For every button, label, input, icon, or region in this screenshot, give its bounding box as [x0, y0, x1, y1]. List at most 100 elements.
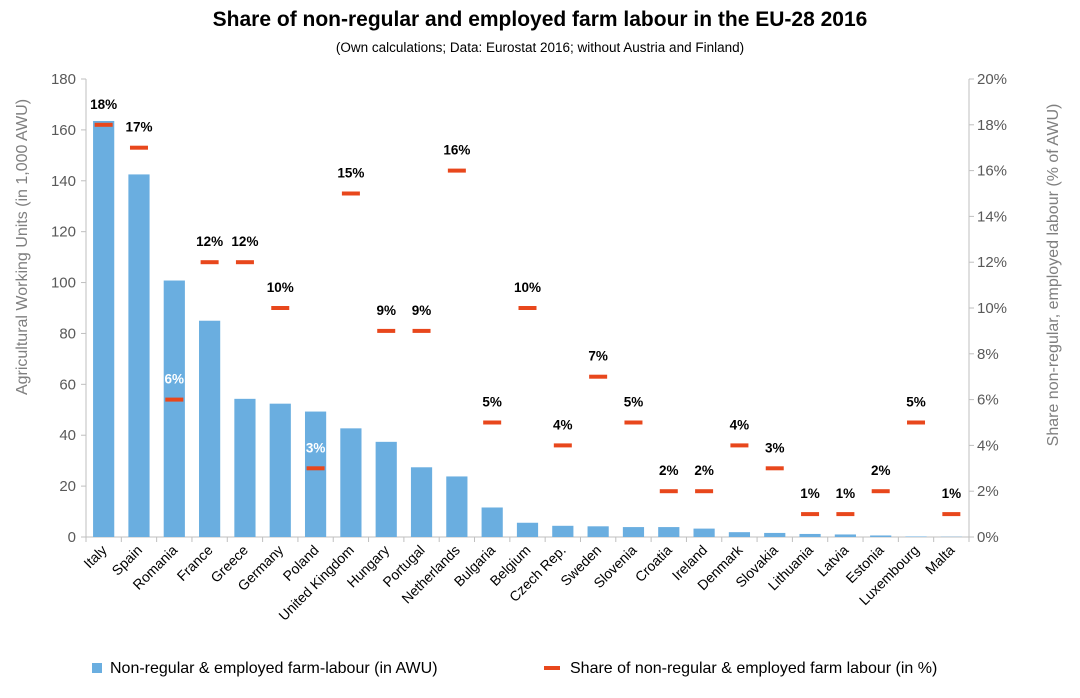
- share-marker: [836, 512, 855, 517]
- y-tick-label: 20: [59, 478, 76, 495]
- y-tick-label: 60: [59, 376, 76, 393]
- data-label: 4%: [553, 417, 573, 432]
- bar: [834, 534, 856, 537]
- share-marker: [518, 306, 537, 310]
- share-marker: [377, 328, 396, 333]
- share-marker: [801, 512, 820, 517]
- share-marker: [94, 122, 113, 127]
- axes: 0 20 40 60 80 100 120 140 160 180 0% 2% 4% 6% 8% 10% 12%…: [51, 71, 1007, 546]
- data-label: 5%: [906, 395, 926, 410]
- y-tick-label: 80: [59, 325, 76, 342]
- data-label: 18%: [90, 97, 117, 112]
- y2-tick-label: 0%: [977, 529, 999, 546]
- bar-series: [93, 120, 962, 537]
- data-labels: 18% 17% 6% 12% 12% 10% 3% 15% 9% 9% 16% 5% 10% 4% 7% 5%…: [90, 97, 961, 501]
- y2-tick-label: 2%: [977, 483, 999, 500]
- y-tick-label: 140: [51, 173, 76, 190]
- data-label: 12%: [231, 234, 258, 249]
- share-marker: [483, 420, 502, 425]
- data-label: 1%: [836, 486, 856, 501]
- category-label: Malta: [922, 542, 958, 578]
- data-label: 5%: [624, 395, 644, 410]
- bar: [870, 535, 892, 537]
- y-tick-label: 0: [68, 529, 76, 546]
- share-marker: [907, 420, 926, 425]
- category-label: Croatia: [632, 542, 675, 585]
- data-label: 16%: [443, 143, 470, 158]
- y2-tick-label: 14%: [977, 208, 1007, 225]
- data-label: 1%: [800, 486, 820, 501]
- bar: [905, 536, 927, 537]
- data-label: 15%: [337, 166, 364, 181]
- bar: [622, 527, 645, 537]
- category-label: Italy: [80, 542, 109, 571]
- bar: [764, 532, 786, 537]
- share-marker: [129, 145, 148, 150]
- bar: [304, 411, 327, 537]
- data-label: 17%: [125, 120, 152, 135]
- bar: [199, 320, 221, 537]
- marker-series: [94, 122, 961, 517]
- y2-tick-label: 6%: [977, 392, 999, 409]
- legend-item-markers: Share of non-regular & employed farm lab…: [544, 660, 937, 678]
- y2-tick-label: 4%: [977, 437, 999, 454]
- y-tick-label: 120: [51, 224, 76, 241]
- bar: [340, 428, 362, 537]
- bar: [658, 527, 680, 537]
- y-axis-title: Agricultural Working Units (in 1,000 AWU…: [14, 99, 31, 395]
- share-marker: [306, 466, 325, 471]
- y-tick-label: 160: [51, 122, 76, 139]
- share-marker: [659, 489, 678, 494]
- share-marker: [412, 328, 431, 333]
- bar: [375, 441, 397, 537]
- bar: [446, 476, 468, 537]
- bar: [163, 280, 185, 537]
- y2-tick-label: 12%: [977, 254, 1007, 271]
- y-tick-label: 40: [59, 427, 76, 444]
- bar: [93, 120, 115, 537]
- data-label: 1%: [942, 486, 962, 501]
- bar: [728, 532, 751, 537]
- share-marker: [447, 168, 466, 173]
- share-marker: [765, 466, 784, 471]
- y2-tick-label: 8%: [977, 346, 999, 363]
- bar: [516, 522, 539, 537]
- data-label: 7%: [588, 349, 608, 364]
- y-tick-label: 180: [51, 71, 76, 88]
- bar: [799, 533, 821, 537]
- data-label: 9%: [376, 303, 396, 318]
- data-label: 2%: [659, 463, 679, 478]
- data-label: 6%: [165, 372, 185, 387]
- share-marker: [942, 512, 961, 517]
- share-marker: [341, 191, 360, 196]
- y2-tick-label: 16%: [977, 163, 1007, 180]
- data-label: 4%: [730, 417, 750, 432]
- y2-tick-label: 18%: [977, 117, 1007, 134]
- data-label: 2%: [871, 463, 891, 478]
- bar: [481, 507, 503, 537]
- bar: [587, 526, 609, 537]
- share-marker: [730, 443, 749, 448]
- data-label: 10%: [514, 280, 541, 295]
- share-marker: [235, 260, 254, 265]
- share-marker: [624, 420, 643, 425]
- share-marker: [871, 489, 890, 494]
- bar: [552, 525, 574, 537]
- y-tick-label: 100: [51, 275, 76, 292]
- bar: [410, 467, 433, 537]
- data-label: 3%: [765, 440, 785, 455]
- bar: [269, 403, 291, 537]
- legend-marker-swatch: [544, 665, 560, 670]
- legend-marker-label: Share of non-regular & employed farm lab…: [570, 660, 938, 677]
- data-label: 9%: [412, 303, 432, 318]
- data-label: 5%: [482, 395, 502, 410]
- category-labels: ItalySpainRomaniaFranceGreeceGermanyPola…: [80, 541, 957, 623]
- chart-subtitle: (Own calculations; Data: Eurostat 2016; …: [335, 40, 745, 55]
- share-marker: [165, 397, 184, 402]
- bar: [128, 174, 150, 537]
- y2-tick-label: 20%: [977, 71, 1007, 88]
- bar: [693, 528, 715, 537]
- legend-bar-label: Non-regular & employed farm-labour (in A…: [110, 660, 438, 677]
- data-label: 10%: [267, 280, 294, 295]
